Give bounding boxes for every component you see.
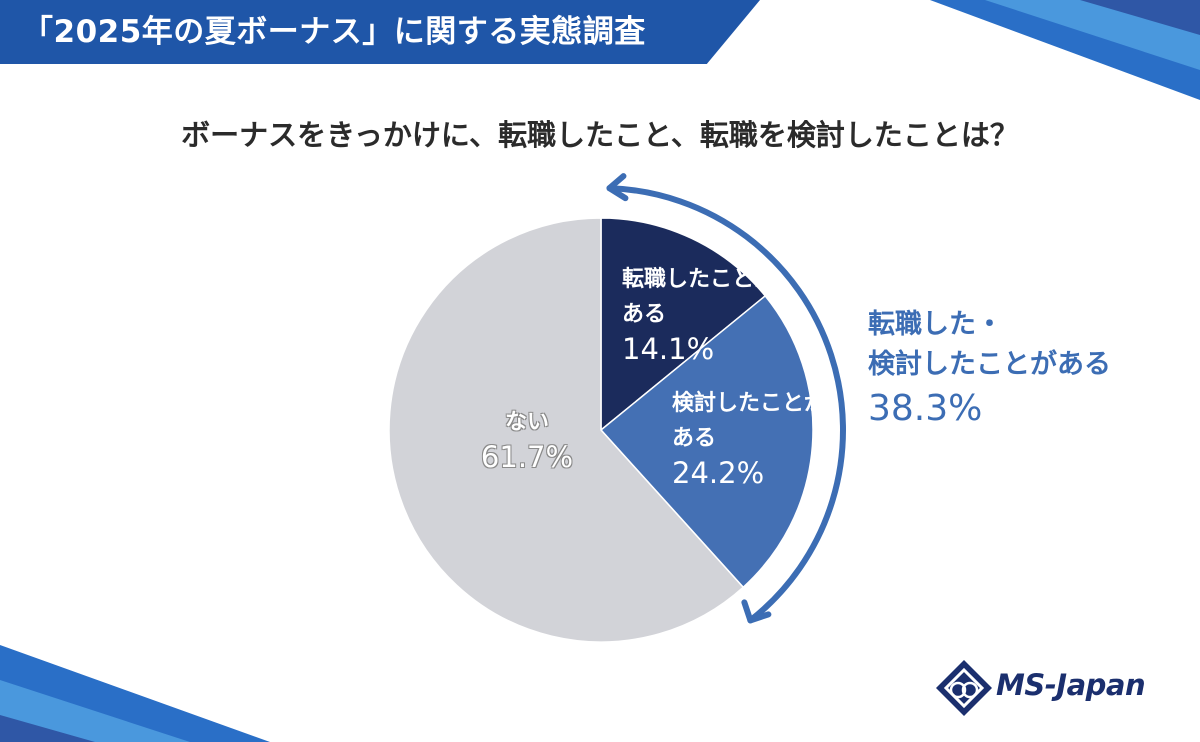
slice-label-kentou: 検討したことが ある 24.2% [672,386,826,491]
page-title: 「2025年の夏ボーナス」に関する実態調査 [22,14,646,50]
slice-label-tenshoku-line2: ある [622,302,667,327]
pie-slice-tenshoku [600,217,767,432]
combined-callout: 転職した・ 検討したことがある 38.3% [868,305,1111,433]
callout-line1: 転職した・ [868,309,1003,340]
ms-japan-logo-icon [936,660,992,716]
slice-label-none: ない 61.7% [462,405,592,475]
callout-line2: 検討したことがある [868,349,1111,380]
pie-slice-none [388,217,745,643]
slice-label-none-text: ない [504,410,549,435]
callout-arc-arrow [606,185,846,624]
slice-label-kentou-line1: 検討したことが [672,391,827,416]
arrow-head-bottom-icon [741,599,772,624]
slice-value-tenshoku: 14.1% [622,332,715,366]
slice-label-kentou-line2: ある [672,426,717,451]
ms-japan-logo-text: MS-Japan [996,668,1146,702]
header-banner [0,0,760,64]
pie-slice-kentou [599,294,814,589]
slice-value-kentou: 24.2% [672,456,765,490]
chart-question: ボーナスをきっかけに、転職したこと、転職を検討したことは？ [181,118,1019,152]
ms-japan-logo: MS-Japan [934,658,1174,718]
slice-label-tenshoku-line1: 転職したことが [622,267,777,292]
slice-value-none: 61.7% [480,440,574,474]
arrow-head-top-icon [606,173,629,202]
callout-value: 38.3% [868,388,983,429]
slice-label-tenshoku: 転職したことが ある 14.1% [622,262,776,367]
